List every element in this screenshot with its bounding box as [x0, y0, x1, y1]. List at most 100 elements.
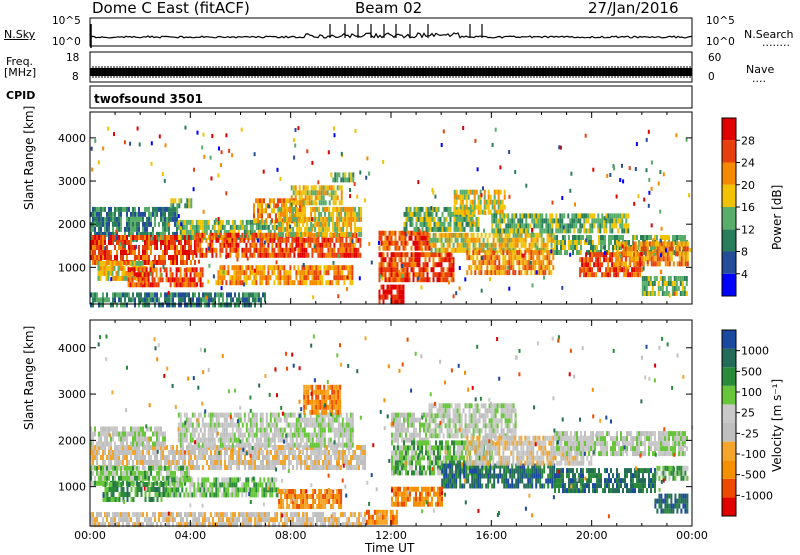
- heatmap-cell: [546, 255, 549, 261]
- heatmap-cell: [311, 432, 314, 438]
- heatmap-cell: [291, 280, 294, 286]
- heatmap-cell: [332, 450, 334, 455]
- heatmap-cell: [168, 211, 170, 217]
- heatmap-cell: [195, 224, 198, 230]
- heatmap-cell: [638, 241, 641, 247]
- heatmap-cell: [319, 270, 322, 276]
- heatmap-cell: [285, 417, 288, 423]
- heatmap-cell: [90, 431, 92, 437]
- heatmap-cell: [128, 292, 130, 298]
- heatmap-cell: [681, 291, 684, 296]
- heatmap-cell: [210, 460, 212, 465]
- heatmap-cell: [225, 427, 228, 433]
- heatmap-cell: [647, 276, 650, 281]
- heatmap-cell: [343, 280, 346, 286]
- heatmap-cell: [162, 255, 164, 260]
- heatmap-cell: [460, 247, 463, 253]
- heatmap-cell: [633, 262, 636, 268]
- heatmap-cell: [231, 427, 234, 433]
- heatmap-cell: [100, 255, 102, 260]
- heatmap-cell: [134, 431, 136, 437]
- heatmap-cell: [174, 460, 176, 465]
- heatmap-cell: [624, 256, 627, 262]
- heatmap-cell: [442, 242, 445, 248]
- heatmap-cell: [262, 455, 264, 460]
- heatmap-cell: [549, 218, 552, 224]
- heatmap-cell: [281, 437, 284, 443]
- heatmap-cell: [259, 417, 262, 423]
- heatmap-cell: [160, 260, 162, 265]
- heatmap-cell: [321, 417, 324, 423]
- heatmap-cell: [92, 250, 94, 255]
- heatmap-cell: [177, 432, 180, 438]
- heatmap-cell: [340, 211, 343, 217]
- heatmap-cell: [174, 235, 176, 240]
- heatmap-cell: [296, 216, 299, 222]
- heatmap-cell: [275, 275, 278, 281]
- heatmap-cell: [628, 246, 631, 252]
- heatmap-cell: [476, 232, 479, 238]
- heatmap-cell: [641, 267, 644, 273]
- heatmap-cell: [362, 455, 364, 460]
- heatmap-cell: [112, 235, 114, 240]
- heatmap-cell: [295, 203, 297, 209]
- heatmap-cell: [589, 262, 592, 268]
- heatmap-cell: [170, 297, 172, 303]
- heatmap-cell: [354, 206, 357, 212]
- heatmap-cell: [140, 231, 142, 237]
- heatmap-cell: [394, 277, 397, 283]
- heatmap-cell: [281, 237, 284, 243]
- heatmap-cell: [600, 240, 602, 245]
- heatmap-cell: [277, 412, 280, 418]
- heatmap-cell: [446, 267, 449, 273]
- heatmap-cell: [349, 242, 352, 248]
- heatmap-cell: [164, 260, 166, 265]
- heatmap-cell: [388, 257, 391, 263]
- heatmap-cell: [459, 221, 462, 227]
- heatmap-cell: [398, 299, 401, 305]
- heatmap-speck: [212, 274, 215, 279]
- heatmap-cell: [304, 216, 307, 222]
- heatmap-cell: [179, 272, 182, 278]
- heatmap-cell: [160, 455, 162, 460]
- heatmap-cell: [357, 237, 360, 243]
- heatmap-cell: [347, 242, 350, 248]
- heatmap-cell: [684, 256, 687, 262]
- heatmap-cell: [130, 441, 132, 447]
- heatmap-cell: [124, 250, 126, 255]
- heatmap-cell: [148, 245, 150, 250]
- heatmap-cell: [649, 276, 652, 281]
- heatmap-cell: [329, 252, 332, 258]
- heatmap-cell: [259, 252, 262, 258]
- heatmap-cell: [519, 213, 522, 219]
- heatmap-cell: [421, 226, 424, 232]
- heatmap-cell: [126, 431, 128, 437]
- heatmap-cell: [104, 206, 106, 212]
- heatmap-cell: [227, 237, 230, 243]
- heatmap-cell: [358, 226, 361, 232]
- heatmap-cell: [277, 437, 280, 443]
- heatmap-cell: [187, 219, 190, 225]
- heatmap-cell: [104, 431, 106, 437]
- heatmap-cell: [591, 257, 594, 263]
- heatmap-cell: [505, 213, 508, 219]
- heatmap-cell: [132, 245, 134, 250]
- heatmap-cell: [295, 442, 298, 448]
- heatmap-cell: [437, 216, 440, 222]
- heatmap-cell: [227, 219, 230, 225]
- heatmap-cell: [247, 234, 250, 240]
- heatmap-cell: [154, 297, 156, 303]
- heatmap-cell: [431, 226, 434, 232]
- heatmap-speck: [633, 201, 636, 206]
- heatmap-cell: [325, 242, 328, 248]
- heatmap-cell: [296, 221, 299, 227]
- heatmap-cell: [186, 450, 188, 455]
- heatmap-cell: [275, 232, 278, 238]
- heatmap-cell: [469, 204, 472, 210]
- heatmap-cell: [615, 267, 618, 273]
- heatmap-cell: [295, 275, 298, 281]
- heatmap-cell: [296, 465, 298, 470]
- heatmap-cell: [252, 297, 254, 303]
- heatmap-cell: [120, 431, 122, 437]
- heatmap-cell: [434, 247, 437, 253]
